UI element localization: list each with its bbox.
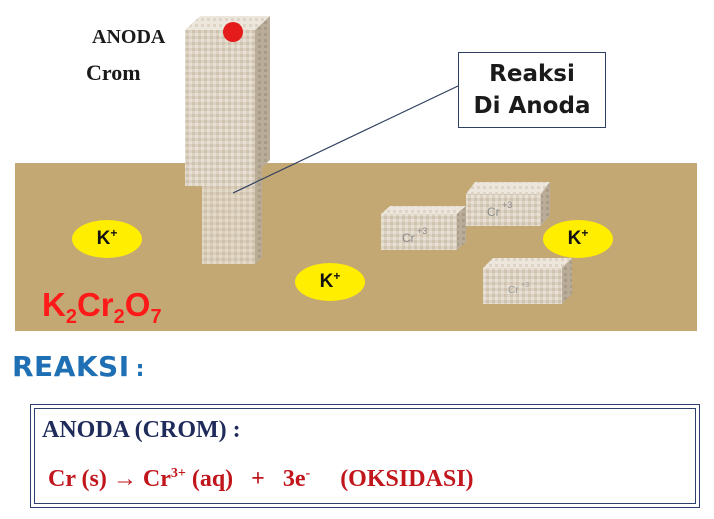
- ion-charge: +: [333, 269, 341, 283]
- callout-line-2: Di Anoda: [473, 93, 591, 119]
- callout-box: Reaksi Di Anoda: [458, 52, 606, 128]
- ion-charge: +: [110, 226, 118, 240]
- reaction-box: [30, 404, 700, 508]
- cr-label-3: Cr: [508, 285, 519, 296]
- potassium-ion: K+: [72, 220, 142, 258]
- cr-charge-2: +3: [502, 200, 512, 210]
- ion-charge: +: [581, 226, 589, 240]
- reaction-box-inner-border: [34, 408, 696, 504]
- cr-label-1: Cr: [402, 231, 415, 245]
- potassium-ion: K+: [295, 263, 365, 301]
- potassium-ion: K+: [543, 220, 613, 258]
- solution-formula: K2Cr2O7: [42, 286, 162, 328]
- arrow-icon: →: [112, 466, 137, 492]
- anode-electrode: [185, 16, 270, 264]
- reaction-box-title: ANODA (CROM) :: [42, 417, 241, 443]
- half-reaction-equation: Cr (s) → Cr3+ (aq) + 3e- (OKSIDASI): [48, 466, 474, 492]
- reaction-heading-text: REAKSI: [12, 350, 130, 383]
- cr-label-2: Cr: [487, 205, 500, 219]
- ion-symbol: K: [96, 228, 111, 249]
- reaction-heading-colon: :: [135, 357, 145, 382]
- callout-pointer-line: [232, 85, 459, 194]
- ion-symbol: K: [319, 271, 334, 292]
- reaction-heading: REAKSI:: [12, 350, 145, 383]
- callout-line-1: Reaksi: [489, 61, 575, 87]
- anode-material-label: Crom: [86, 60, 141, 85]
- ion-symbol: K: [567, 228, 582, 249]
- cr-charge-3: +3: [521, 282, 529, 289]
- chromium-block: Cr +3: [466, 182, 550, 226]
- chromium-block: Cr +3: [483, 258, 572, 304]
- anode-label: ANODA: [92, 26, 166, 48]
- reaction-type: (OKSIDASI): [310, 466, 474, 492]
- cr-charge-1: +3: [417, 226, 427, 236]
- anode-terminal-dot: [223, 22, 243, 42]
- chromium-block: Cr +3: [381, 206, 466, 250]
